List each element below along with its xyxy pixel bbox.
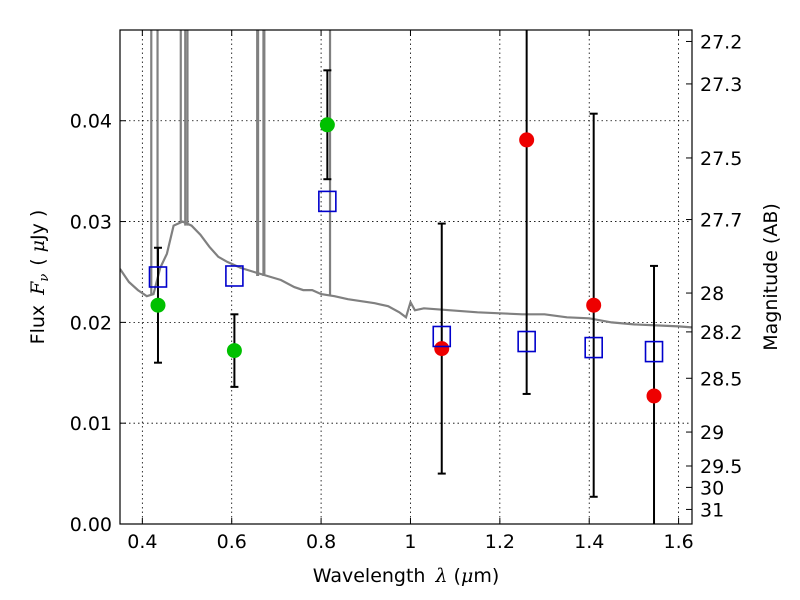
data-point xyxy=(586,297,602,313)
right-tick-label: 28.2 xyxy=(700,322,742,344)
model-flux-square xyxy=(148,266,168,288)
model-flux-square xyxy=(318,190,337,213)
data-point xyxy=(319,117,335,133)
right-tick-label: 27.2 xyxy=(700,31,742,53)
right-tick-label: 29 xyxy=(700,422,724,444)
right-tick-label: 27.5 xyxy=(700,148,742,170)
model-flux-square xyxy=(432,325,452,348)
y-axis-label: FluxFν(μJy ) xyxy=(27,210,52,345)
x-tick-label: 1 xyxy=(404,531,416,553)
right-tick-label: 27.7 xyxy=(700,210,742,232)
data-point xyxy=(150,297,166,313)
right-tick-label: 29.5 xyxy=(700,456,742,478)
y-axis-label-right: Magnitude (AB) xyxy=(760,203,782,351)
right-tick-label: 30 xyxy=(700,477,724,499)
y-tick-label: 0.01 xyxy=(70,413,112,435)
right-tick-label: 28.5 xyxy=(700,368,742,390)
y-tick-label: 0.02 xyxy=(70,312,112,334)
model-flux-square xyxy=(517,330,536,353)
x-tick-label: 1.2 xyxy=(485,531,515,553)
model-flux-square xyxy=(584,336,603,359)
y-tick-label: 0.03 xyxy=(70,212,112,234)
right-tick-label: 28 xyxy=(700,283,724,305)
right-tick-label: 27.3 xyxy=(700,74,742,96)
plot-frame xyxy=(119,29,693,525)
data-point xyxy=(434,341,450,357)
data-point xyxy=(646,388,662,404)
model-spectrum xyxy=(120,30,692,329)
x-tick-label: 1.6 xyxy=(663,531,693,553)
photometry-points xyxy=(148,30,664,524)
data-point xyxy=(519,132,535,148)
y-tick-label: 0.00 xyxy=(70,514,112,536)
x-tick-label: 1.4 xyxy=(574,531,604,553)
model-flux-square xyxy=(225,265,244,287)
x-tick-label: 0.8 xyxy=(306,531,336,553)
y-tick-label: 0.04 xyxy=(70,111,112,133)
x-tick-label: 0.4 xyxy=(127,531,157,553)
grid-lines xyxy=(120,30,692,525)
model-flux-square xyxy=(644,340,664,363)
x-tick-label: 0.6 xyxy=(217,531,247,553)
right-tick-label: 31 xyxy=(700,499,724,521)
x-axis-label: Wavelength λ (μm) xyxy=(313,565,499,587)
data-point xyxy=(226,343,242,359)
axis-ticks: 0.4 0.6 0.8 1 1.2 1.4 1.6 0.00 0.01 0.02 0.03 0.04 2… xyxy=(70,30,742,553)
model-continuum xyxy=(120,220,692,329)
